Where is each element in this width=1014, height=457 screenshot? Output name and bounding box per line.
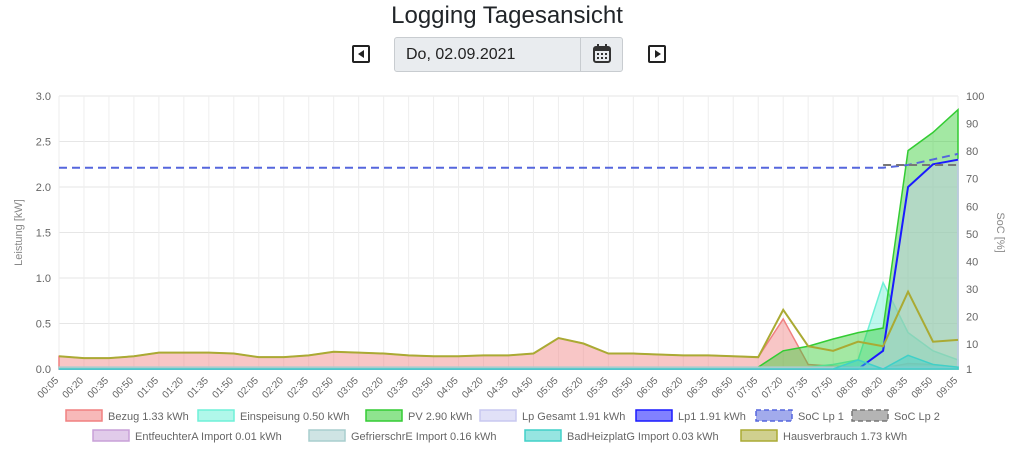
x-tick-label: 02:50 — [310, 375, 336, 401]
next-day-button[interactable] — [648, 45, 666, 63]
x-tick-label: 02:35 — [285, 375, 311, 401]
y2-tick-label: 60 — [966, 201, 978, 213]
x-tick-label: 06:50 — [710, 375, 736, 401]
legend-swatch-entfeuchtera — [92, 429, 130, 442]
x-tick-label: 04:05 — [435, 375, 461, 401]
caret-right-icon — [655, 50, 661, 58]
y-tick-label: 2.5 — [36, 137, 51, 149]
x-tick-label: 03:50 — [410, 375, 436, 401]
y2-axis-label: SoC [%] — [994, 212, 1006, 252]
legend-label-soc: SoC Lp 1 — [798, 411, 844, 423]
legend-label-entfeuchtera: EntfeuchterA Import 0.01 kWh — [135, 431, 282, 443]
legend-swatch-lp — [479, 409, 517, 422]
legend-swatch-pv — [365, 409, 403, 422]
y-tick-label: 3.0 — [36, 91, 51, 103]
x-tick-label: 05:05 — [535, 375, 561, 401]
series-area-badheizplatg — [59, 354, 959, 370]
legend-label-gefrierschre: GefrierschrE Import 0.16 kWh — [351, 431, 497, 443]
y-tick-label: 1.5 — [36, 228, 51, 240]
legend-swatch-soc — [851, 409, 889, 422]
x-tick-label: 05:50 — [610, 375, 636, 401]
x-tick-label: 02:20 — [260, 375, 286, 401]
x-tick-label: 03:05 — [335, 375, 361, 401]
y-tick-label: 2.0 — [36, 182, 51, 194]
legend-swatch-gefrierschre — [308, 429, 346, 442]
series-line-hausverbrauch — [58, 289, 959, 360]
x-tick-label: 07:50 — [810, 375, 836, 401]
legend-label-lp1: Lp1 1.91 kWh — [678, 411, 746, 423]
legend-label-einspeisung: Einspeisung 0.50 kWh — [240, 411, 349, 423]
y2-tick-label: 50 — [966, 229, 978, 241]
y-tick-label: 0.0 — [36, 364, 51, 376]
x-tick-label: 01:20 — [161, 375, 187, 401]
legend-label-badheizplatg: BadHeizplatG Import 0.03 kWh — [567, 431, 719, 443]
x-tick-label: 00:05 — [36, 375, 62, 401]
legend-label-lp: Lp Gesamt 1.91 kWh — [522, 411, 625, 423]
x-tick-label: 01:35 — [185, 375, 211, 401]
x-tick-label: 02:05 — [235, 375, 261, 401]
legend-label-soc: SoC Lp 2 — [894, 411, 940, 423]
x-tick-label: 07:35 — [785, 375, 811, 401]
x-tick-label: 01:50 — [210, 375, 236, 401]
x-tick-label: 08:05 — [835, 375, 861, 401]
x-tick-label: 00:35 — [86, 375, 112, 401]
y-axis-label: Leistung [kW] — [13, 199, 25, 266]
x-tick-label: 05:35 — [585, 375, 611, 401]
date-input[interactable]: Do, 02.09.2021 — [394, 37, 623, 72]
legend-swatch-einspeisung — [197, 409, 235, 422]
y-tick-label: 0.5 — [36, 319, 51, 331]
x-tick-label: 04:20 — [460, 375, 486, 401]
y2-tick-label: 1 — [966, 364, 972, 376]
y2-tick-label: 100 — [966, 91, 984, 103]
y2-tick-label: 40 — [966, 256, 978, 268]
x-tick-label: 08:50 — [910, 375, 936, 401]
date-value: Do, 02.09.2021 — [406, 46, 516, 63]
legend-swatch-bezug — [65, 409, 103, 422]
x-tick-label: 08:20 — [860, 375, 886, 401]
x-tick-label: 06:05 — [635, 375, 661, 401]
prev-day-button[interactable] — [352, 45, 370, 63]
x-tick-label: 07:05 — [735, 375, 761, 401]
x-tick-label: 07:20 — [760, 375, 786, 401]
legend-label-hausverbrauch: Hausverbrauch 1.73 kWh — [783, 431, 907, 443]
x-tick-label: 03:20 — [360, 375, 386, 401]
series-line-soc — [59, 152, 959, 169]
y2-tick-label: 90 — [966, 119, 978, 131]
x-tick-label: 03:35 — [385, 375, 411, 401]
x-tick-label: 04:35 — [485, 375, 511, 401]
x-tick-label: 00:20 — [61, 375, 87, 401]
legend-swatch-lp1 — [635, 409, 673, 422]
legend-label-pv: PV 2.90 kWh — [408, 411, 472, 423]
legend-swatch-hausverbrauch — [740, 429, 778, 442]
x-tick-label: 04:50 — [510, 375, 536, 401]
x-tick-label: 09:05 — [935, 375, 961, 401]
x-tick-label: 08:35 — [885, 375, 911, 401]
y-tick-label: 1.0 — [36, 273, 51, 285]
x-tick-label: 00:50 — [111, 375, 137, 401]
x-tick-label: 06:20 — [660, 375, 686, 401]
legend-swatch-soc — [755, 409, 793, 422]
y2-tick-label: 70 — [966, 174, 978, 186]
y2-tick-label: 30 — [966, 284, 978, 296]
caret-left-icon — [358, 50, 364, 58]
y2-tick-label: 20 — [966, 312, 978, 324]
y2-tick-label: 10 — [966, 339, 978, 351]
page-title: Logging Tagesansicht — [391, 2, 623, 29]
y2-tick-label: 80 — [966, 146, 978, 158]
x-tick-label: 05:20 — [560, 375, 586, 401]
x-tick-label: 06:35 — [685, 375, 711, 401]
x-tick-label: 01:05 — [136, 375, 162, 401]
calendar-button[interactable] — [580, 38, 622, 71]
legend-label-bezug: Bezug 1.33 kWh — [108, 411, 189, 423]
legend-swatch-badheizplatg — [524, 429, 562, 442]
calendar-icon — [593, 44, 611, 63]
